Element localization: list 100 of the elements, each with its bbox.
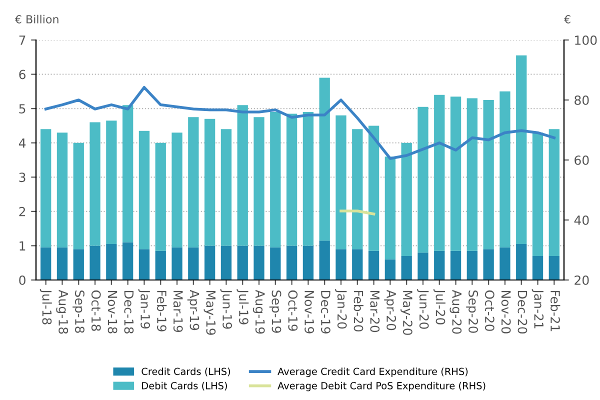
legend-label: Average Credit Card Expenditure (RHS) [278,368,468,377]
bar [516,244,527,280]
bar [155,142,166,251]
y-axis-title: € Billion [14,14,58,24]
x-tick-label: Jun-20 [417,289,429,329]
bar [106,120,117,244]
x-tick-label: Oct-18 [91,290,101,331]
bar [90,122,100,246]
x-tick-label: Aug-19 [252,290,265,334]
bar [368,250,380,280]
bar [466,250,478,280]
x-tick-label: Apr-20 [384,290,396,330]
bar [401,256,412,280]
y2-tick-label: 40 [574,215,589,225]
bar [90,246,100,280]
x-tick-label: Jan-21 [532,289,544,328]
bar [73,249,84,280]
y2-tick-label: 60 [574,155,589,165]
legend-label: Average Debit Card PoS Expenditure (RHS) [278,382,486,392]
bar [434,250,445,280]
bar [204,118,216,246]
x-tick-label: Oct-19 [288,290,298,331]
bar [270,112,281,248]
x-tick-label: Sep-19 [269,290,282,333]
bar [548,256,560,280]
bar [418,106,428,253]
x-tick-label: Jul-18 [40,289,52,324]
bar [401,142,412,256]
legend-label: Debit Cards (LHS) [142,382,227,391]
bar [188,117,199,248]
bar [516,55,527,244]
bar [73,142,84,250]
bar [286,246,298,280]
bar [368,126,380,251]
bar [450,96,462,251]
bar [532,256,544,280]
bar [138,249,150,280]
bar [302,112,314,246]
x-tick-label: Nov-20 [501,290,511,334]
bar [220,129,232,246]
bar [254,117,264,246]
y-tick-label: 7 [19,36,26,45]
bar [418,252,428,280]
y2-tick-label: 100 [575,35,597,45]
x-tick-label: Mar-20 [370,290,380,332]
x-tick-label: Jul-19 [236,289,249,324]
bar [270,247,281,280]
bar [434,94,445,251]
x-tick-label: Jun-19 [220,289,232,329]
x-tick-label: Aug-18 [56,290,68,334]
y-tick-label: 2 [19,206,26,216]
x-tick-label: Nov-19 [304,290,314,334]
bar [56,247,68,280]
bar [122,105,134,242]
bar [40,247,52,280]
bar [500,91,510,248]
bar [138,130,150,250]
bar [40,129,52,248]
x-tick-label: Feb-21 [550,290,560,332]
bar [532,132,544,256]
y2-axis-title: € [564,15,570,24]
x-tick-label: Sep-18 [72,290,84,333]
y-tick-label: 0 [19,275,26,285]
x-tick-label: Sep-20 [466,290,478,333]
y-tick-label: 3 [19,172,26,182]
bar [483,249,494,280]
x-tick-label: Jul-20 [433,289,446,324]
x-tick-label: Mar-19 [173,290,183,332]
bar [122,242,134,280]
x-tick-label: Apr-19 [187,290,200,330]
bar [172,247,182,280]
x-tick-label: Feb-20 [354,290,364,332]
x-tick-label: May-20 [400,290,412,335]
bar [106,244,117,280]
x-tick-label: Feb-19 [156,290,167,332]
bar [302,246,314,280]
bar [254,246,264,280]
bar [188,247,199,280]
bar [220,246,232,280]
bar [352,249,363,280]
bar [155,250,166,280]
x-tick-label: Dec-19 [320,290,330,334]
y-tick-label: 5 [19,104,26,114]
bar [384,259,396,280]
bar [384,156,396,260]
y2-tick-label: 20 [574,275,589,285]
y-tick-label: 6 [19,70,26,80]
bar [56,132,68,248]
y2-tick-label: 80 [574,95,589,105]
x-tick-label: Oct-20 [484,290,494,331]
bar [466,98,478,251]
bar [172,132,182,248]
bar [319,240,330,280]
y-tick-label: 1 [20,241,26,250]
bar [336,115,346,250]
bar [286,114,298,246]
x-tick-label: Nov-18 [108,290,118,334]
line-series [44,86,556,160]
x-tick-label: Dec-20 [518,290,528,334]
legend-label: Credit Cards (LHS) [142,368,230,376]
